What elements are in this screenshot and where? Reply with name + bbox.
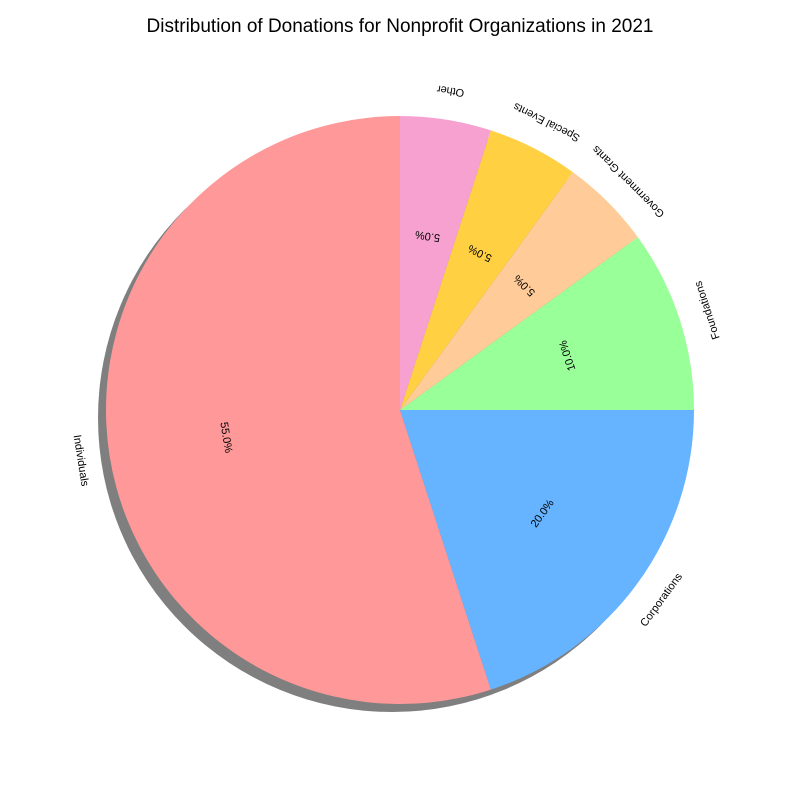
slice-government-grants: [400, 172, 638, 410]
slice-label-corporations: Corporations: [638, 571, 685, 629]
slice-label-special-events: Special Events: [511, 100, 582, 144]
percent-label-other: 5.0%: [414, 228, 441, 244]
slice-label-individuals: Individuals: [71, 434, 91, 488]
slice-corporations: [400, 410, 694, 690]
slice-foundations: [400, 237, 694, 410]
slice-label-foundations: Foundations: [692, 279, 722, 341]
percent-label-individuals: 55.0%: [217, 421, 234, 454]
slice-label-other: Other: [436, 82, 465, 98]
slice-individuals: [105, 116, 491, 705]
slice-special-events: [400, 130, 573, 410]
chart-title: Distribution of Donations for Nonprofit …: [146, 16, 654, 37]
slice-other: [400, 116, 491, 410]
